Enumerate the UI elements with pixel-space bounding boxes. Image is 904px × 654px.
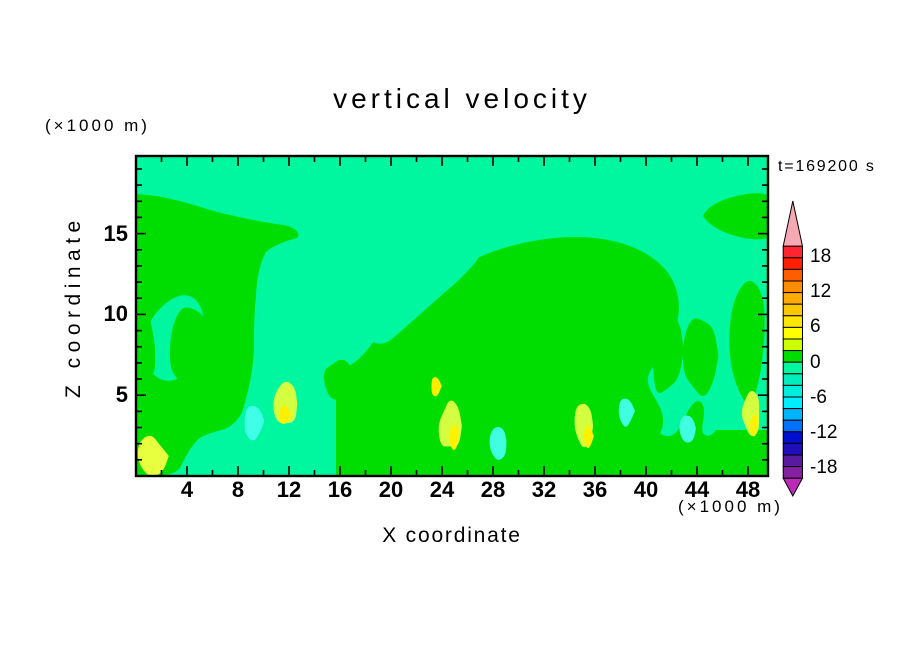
svg-text:18: 18 (810, 246, 831, 267)
svg-text:16: 16 (328, 477, 352, 502)
svg-text:36: 36 (583, 477, 607, 502)
svg-text:-18: -18 (810, 457, 837, 478)
svg-text:-12: -12 (810, 422, 837, 443)
svg-text:44: 44 (685, 477, 710, 502)
svg-text:0: 0 (810, 352, 821, 373)
svg-text:10: 10 (104, 301, 128, 326)
svg-text:6: 6 (810, 316, 821, 337)
svg-text:12: 12 (277, 477, 301, 502)
svg-text:-6: -6 (810, 387, 827, 408)
svg-text:12: 12 (810, 281, 831, 302)
svg-text:8: 8 (232, 477, 244, 502)
svg-text:40: 40 (634, 477, 658, 502)
svg-text:24: 24 (430, 477, 455, 502)
svg-text:5: 5 (116, 382, 128, 407)
svg-text:20: 20 (379, 477, 403, 502)
svg-text:15: 15 (104, 221, 128, 246)
svg-text:28: 28 (481, 477, 505, 502)
svg-text:48: 48 (736, 477, 760, 502)
svg-text:32: 32 (532, 477, 556, 502)
svg-text:4: 4 (181, 477, 194, 502)
